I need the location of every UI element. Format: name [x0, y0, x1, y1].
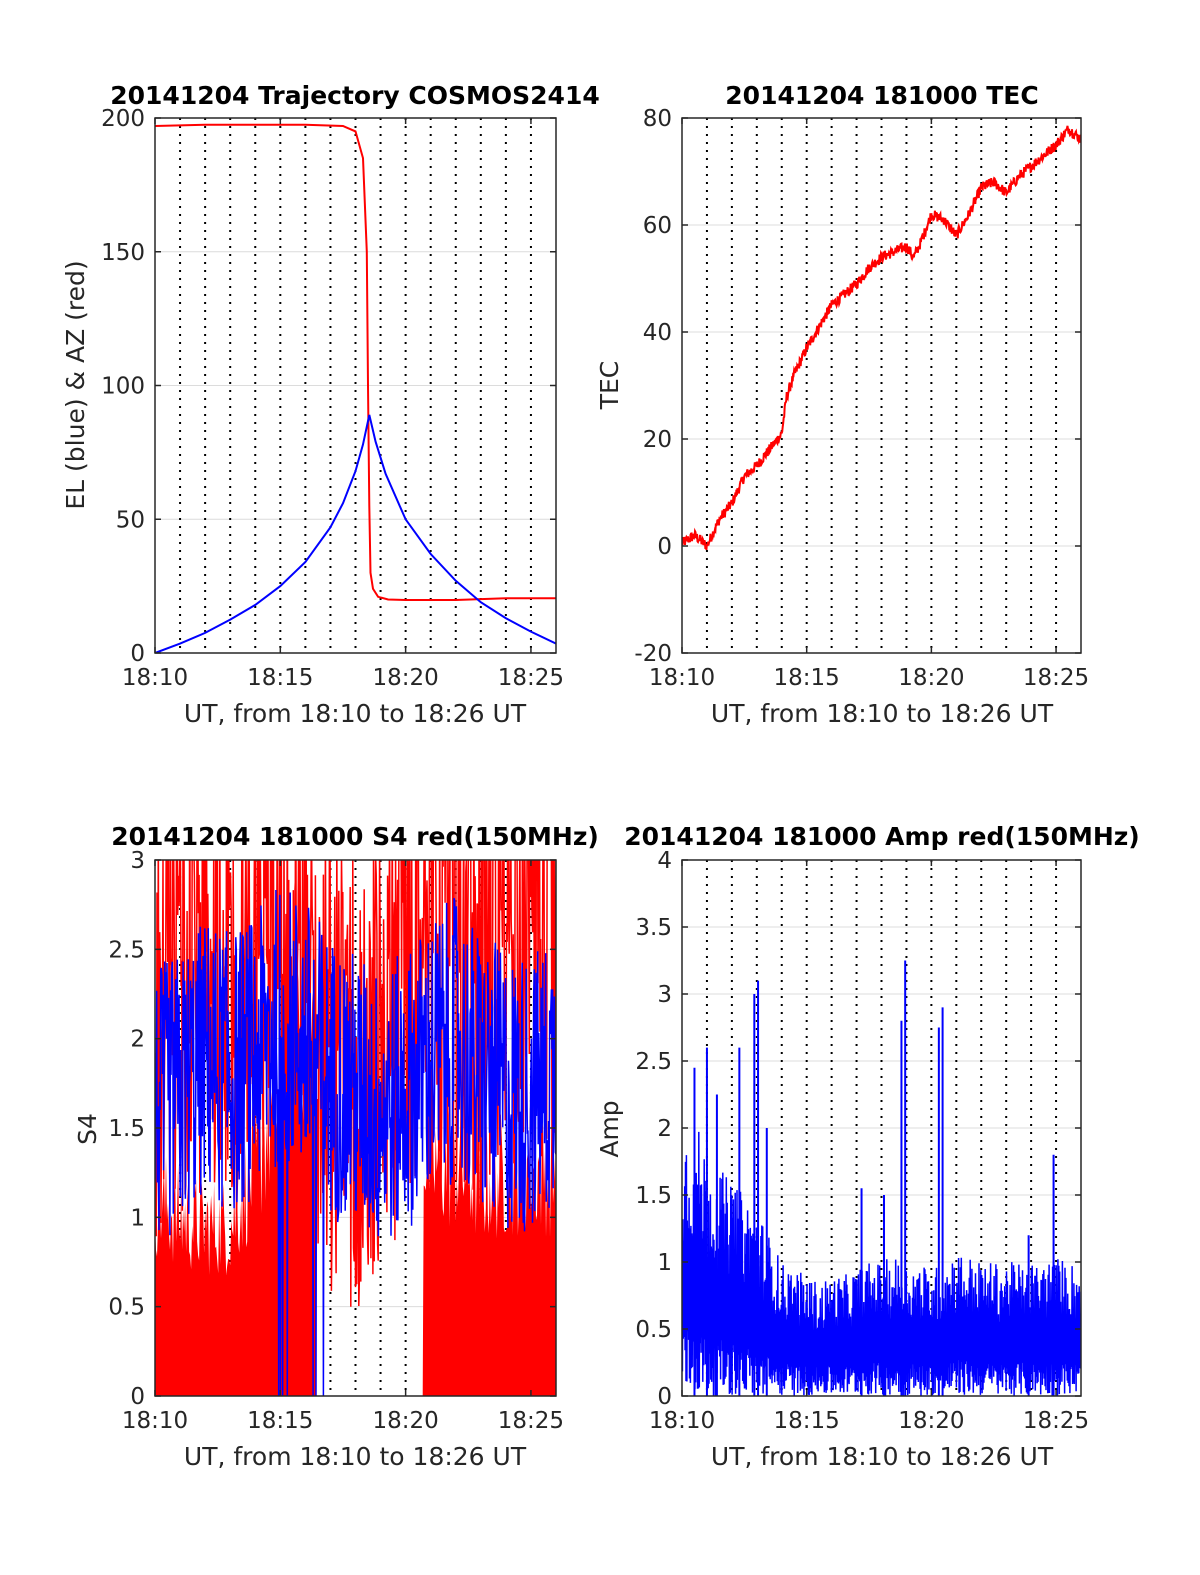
- x-tick-label: 18:20: [898, 665, 964, 691]
- tec-title: 20141204 181000 TEC: [725, 81, 1038, 110]
- y-tick-label: 1.5: [108, 1116, 145, 1142]
- x-tick-label: 18:15: [774, 665, 840, 691]
- amp-series-line: [682, 1127, 1081, 1396]
- plot-area: [682, 125, 1081, 550]
- y-tick-label: 1: [657, 1250, 672, 1276]
- x-tick-label: 18:15: [247, 665, 313, 691]
- tec-ylabel: TEC: [595, 361, 624, 411]
- y-tick-label: 3.5: [635, 915, 672, 941]
- y-tick-label: 40: [643, 320, 672, 346]
- axes-frame: [681, 117, 1082, 654]
- x-tick-label: 18:20: [372, 665, 438, 691]
- y-tick-label: 0.5: [108, 1295, 145, 1321]
- tec-series-line: [682, 125, 1081, 550]
- y-tick-label: 20: [643, 427, 672, 453]
- x-tick-label: 18:20: [372, 1408, 438, 1434]
- y-tick-label: 200: [101, 106, 145, 132]
- y-tick-label: 0: [657, 1384, 672, 1410]
- y-tick-label: -20: [634, 641, 672, 667]
- y-tick-label: 4: [657, 848, 672, 874]
- amp-plot: 20141204 181000 Amp red(150MHz) UT, from…: [595, 822, 1140, 1471]
- y-tick-label: 2.5: [635, 1049, 672, 1075]
- x-tick-label: 18:25: [1023, 1408, 1089, 1434]
- x-tick-label: 18:10: [649, 665, 715, 691]
- elevation-series-line: [155, 414, 556, 653]
- amp-ylabel: Amp: [595, 1100, 624, 1157]
- y-tick-label: 0.5: [635, 1317, 672, 1343]
- s4-ylabel: S4: [73, 1113, 102, 1145]
- y-tick-label: 1: [130, 1205, 145, 1231]
- plot-area: [155, 123, 556, 653]
- amp-title: 20141204 181000 Amp red(150MHz): [624, 822, 1140, 851]
- trajectory-title: 20141204 Trajectory COSMOS2414: [110, 81, 600, 110]
- x-tick-label: 18:20: [898, 1408, 964, 1434]
- y-tick-label: 0: [657, 534, 672, 560]
- trajectory-ylabel: EL (blue) & AZ (red): [61, 260, 90, 509]
- trajectory-xlabel: UT, from 18:10 to 18:26 UT: [184, 699, 527, 728]
- x-tick-label: 18:15: [774, 1408, 840, 1434]
- s4-xlabel: UT, from 18:10 to 18:26 UT: [184, 1442, 527, 1471]
- y-tick-label: 100: [101, 374, 145, 400]
- y-tick-label: 3: [130, 848, 145, 874]
- x-tick-label: 18:15: [247, 1408, 313, 1434]
- x-tick-label: 18:25: [1023, 665, 1089, 691]
- azimuth-series-line: [155, 123, 556, 601]
- y-tick-label: 50: [116, 507, 145, 533]
- y-tick-label: 2: [657, 1116, 672, 1142]
- trajectory-plot: 20141204 Trajectory COSMOS2414 UT, from …: [61, 81, 600, 728]
- x-tick-label: 18:25: [498, 1408, 564, 1434]
- y-tick-label: 1.5: [635, 1183, 672, 1209]
- x-tick-label: 18:25: [498, 665, 564, 691]
- y-tick-label: 2.5: [108, 937, 145, 963]
- y-tick-label: 3: [657, 982, 672, 1008]
- tec-plot: 20141204 181000 TEC UT, from 18:10 to 18…: [595, 81, 1089, 728]
- y-tick-label: 0: [130, 1384, 145, 1410]
- y-tick-label: 2: [130, 1027, 145, 1053]
- x-tick-label: 18:10: [122, 1408, 188, 1434]
- x-tick-label: 18:10: [122, 665, 188, 691]
- y-tick-label: 0: [130, 641, 145, 667]
- s4-plot: 20141204 181000 S4 red(150MHz) UT, from …: [73, 822, 599, 1471]
- y-tick-label: 80: [643, 106, 672, 132]
- amp-xlabel: UT, from 18:10 to 18:26 UT: [711, 1442, 1054, 1471]
- y-tick-label: 60: [643, 213, 672, 239]
- y-tick-label: 150: [101, 240, 145, 266]
- s4-red-fill: [155, 882, 556, 1396]
- x-tick-label: 18:10: [649, 1408, 715, 1434]
- plot-area: [155, 860, 556, 1396]
- s4-title: 20141204 181000 S4 red(150MHz): [111, 822, 599, 851]
- tec-xlabel: UT, from 18:10 to 18:26 UT: [711, 699, 1054, 728]
- s4-blue-line: [155, 889, 556, 1396]
- plot-area: [682, 960, 1081, 1396]
